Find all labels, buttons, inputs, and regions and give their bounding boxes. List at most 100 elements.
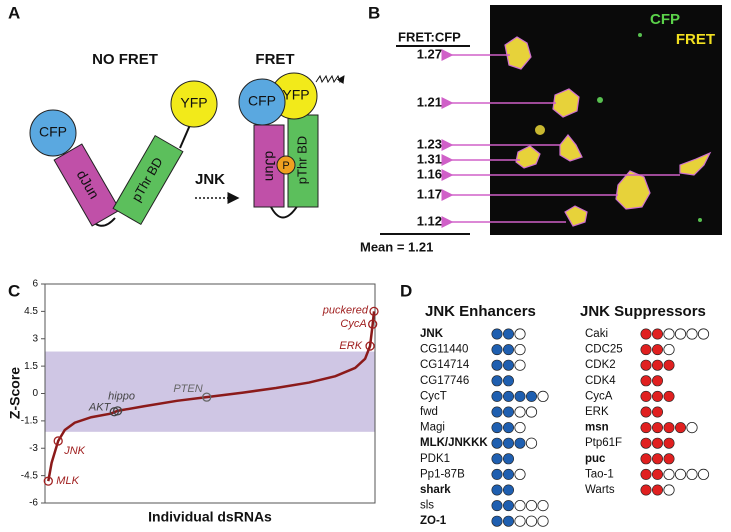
hit-dot bbox=[491, 422, 503, 434]
miss-dot bbox=[525, 515, 538, 527]
z-score-chart: 6 4.5 3 1.5 0 -1.5 -3 -4.5 -6 puckered CycA ERK PTEN… bbox=[21, 279, 379, 509]
miss-dot bbox=[697, 468, 710, 480]
annotation-label: AKT bbox=[88, 402, 112, 414]
cfp-label: CFP bbox=[39, 124, 67, 140]
z-score-curve bbox=[47, 311, 376, 482]
panel-label: B bbox=[368, 3, 380, 22]
y-tick-label: 3 bbox=[32, 333, 38, 344]
hit-dot bbox=[491, 406, 503, 418]
gene-name: Pp1-87B bbox=[420, 468, 465, 480]
annotated-point bbox=[368, 319, 378, 329]
gene-name: Magi bbox=[420, 422, 445, 434]
annotated-point bbox=[53, 436, 63, 446]
annotation-label: MLK bbox=[56, 475, 79, 487]
no-fret-diagram: dJun pThr BD CFP YFP bbox=[29, 80, 218, 227]
annotated-point bbox=[43, 476, 53, 486]
hit-dot bbox=[491, 359, 503, 371]
hit-dot bbox=[502, 344, 514, 356]
ratio-value: 1.31 bbox=[417, 151, 442, 166]
hit-dot bbox=[491, 375, 503, 387]
hit-dot bbox=[640, 375, 652, 387]
hit-dot bbox=[514, 390, 526, 402]
gene-name: CG14714 bbox=[420, 359, 470, 371]
miss-dot bbox=[537, 515, 549, 527]
miss-dot bbox=[663, 328, 675, 340]
hit-dot bbox=[640, 328, 652, 340]
hit-dot bbox=[502, 375, 514, 387]
ratio-value: 1.21 bbox=[417, 94, 442, 109]
cells bbox=[504, 33, 712, 227]
hit-dot bbox=[663, 422, 675, 434]
hit-dot bbox=[525, 390, 537, 402]
hit-dot bbox=[640, 359, 652, 371]
miss-dot bbox=[663, 468, 675, 480]
hit-dot bbox=[502, 484, 514, 496]
gene-name: shark bbox=[420, 484, 451, 496]
hit-dot bbox=[651, 453, 663, 465]
phospho-label: P bbox=[282, 160, 289, 172]
no-fret-title: NO FRET bbox=[92, 51, 158, 68]
y-tick-label: 1.5 bbox=[24, 361, 38, 372]
gene-name: Tao-1 bbox=[585, 468, 614, 480]
miss-dot bbox=[514, 343, 526, 356]
hit-dot bbox=[640, 406, 652, 418]
miss-dot bbox=[537, 499, 549, 512]
miss-dot bbox=[537, 390, 549, 402]
annotation-label: JNK bbox=[63, 445, 85, 457]
hit-dot bbox=[491, 453, 503, 465]
gene-name: CDC25 bbox=[585, 344, 623, 356]
y-tick-label: -1.5 bbox=[21, 416, 39, 427]
gene-name: CG11440 bbox=[420, 344, 468, 356]
hit-dot bbox=[502, 500, 514, 512]
hit-dot bbox=[502, 390, 514, 402]
ratio-value: 1.16 bbox=[417, 166, 442, 181]
hit-dot bbox=[651, 359, 663, 371]
miss-dot bbox=[686, 421, 698, 434]
hit-dot bbox=[502, 515, 514, 527]
y-tick-label: 4.5 bbox=[24, 306, 38, 317]
miss-dot bbox=[525, 499, 538, 512]
gene-name: CDK2 bbox=[585, 359, 616, 371]
hit-dot bbox=[491, 468, 503, 480]
gene-name: Caki bbox=[585, 328, 608, 340]
hit-dot bbox=[651, 344, 663, 356]
ratio-header: FRET:CFP bbox=[398, 29, 461, 44]
miss-dot bbox=[525, 406, 538, 418]
gene-name: puc bbox=[585, 453, 606, 465]
miss-dot bbox=[514, 515, 526, 527]
panel-label: D bbox=[400, 281, 412, 300]
gene-name: MLK/JNKKK bbox=[420, 437, 488, 449]
gene-name: CycT bbox=[420, 390, 447, 402]
hit-dot bbox=[640, 468, 652, 480]
hit-dot bbox=[640, 344, 652, 356]
annotated-point bbox=[369, 306, 379, 317]
hit-dot bbox=[651, 468, 663, 480]
hit-dot bbox=[640, 437, 652, 449]
fret-title: FRET bbox=[255, 51, 294, 68]
screen-results: JNK Enhancers JNK CG11440 CG14714 CG17746 Cyc… bbox=[420, 303, 710, 527]
miss-dot bbox=[663, 484, 675, 496]
annotation-label: PTEN bbox=[173, 383, 202, 395]
ratio-value: 1.17 bbox=[417, 186, 442, 201]
gene-name: msn bbox=[585, 422, 609, 434]
fret-diagram: JNK dJun pThr BD P YFP CFP bbox=[195, 72, 345, 219]
mean-label: Mean = 1.21 bbox=[360, 239, 433, 254]
list-title: JNK Suppressors bbox=[580, 303, 706, 320]
annotated-point bbox=[202, 392, 212, 402]
hit-dot bbox=[651, 437, 663, 449]
gene-name: fwd bbox=[420, 406, 438, 418]
yfp-label: YFP bbox=[282, 87, 309, 103]
hit-dot bbox=[663, 453, 675, 465]
miss-dot bbox=[514, 468, 526, 480]
hit-dot bbox=[514, 437, 526, 449]
hit-dot bbox=[640, 422, 652, 434]
gene-name: PDK1 bbox=[420, 453, 450, 465]
hit-dot bbox=[651, 484, 663, 496]
pthr-label: pThr BD bbox=[294, 136, 309, 184]
y-tick-label: -3 bbox=[29, 443, 38, 454]
x-axis-label: Individual dsRNAs bbox=[148, 509, 272, 525]
ratio-value: 1.12 bbox=[417, 213, 442, 228]
miss-dot bbox=[697, 328, 710, 340]
panel-label: A bbox=[8, 3, 20, 22]
